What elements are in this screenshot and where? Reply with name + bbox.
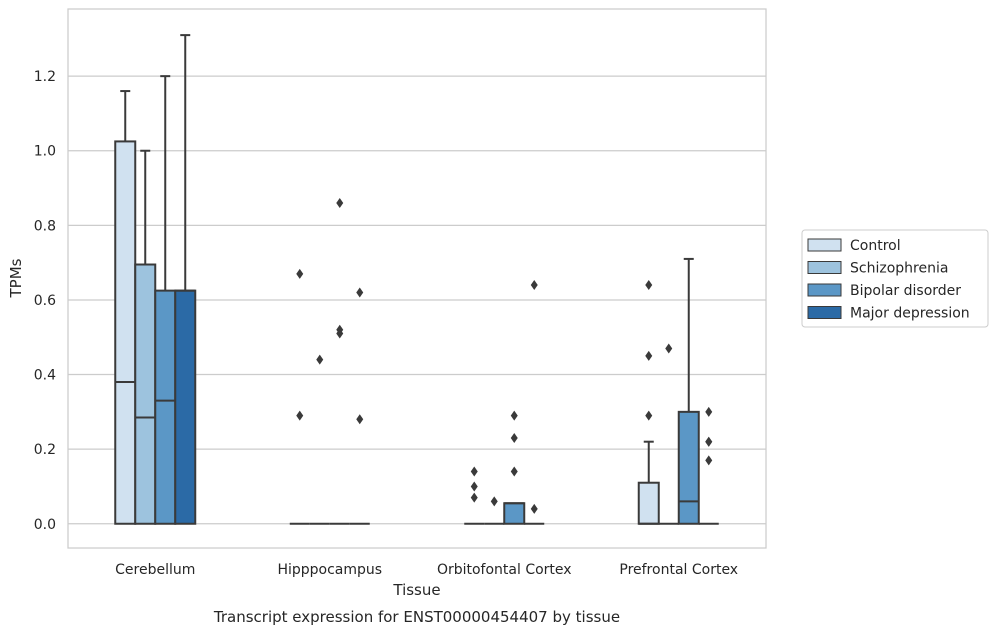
box-bipolar-disorder — [154, 75, 177, 525]
x-tick-label: Prefrontal Cortex — [619, 562, 738, 578]
legend-frame — [801, 229, 989, 328]
outlier-point — [336, 197, 344, 208]
legend-label: Control — [850, 238, 901, 254]
outlier-point — [470, 481, 478, 492]
box-body — [114, 140, 137, 525]
x-tick-label: Hipppocampus — [277, 562, 382, 578]
outlier-point — [316, 354, 324, 365]
x-tick-label: Cerebellum — [115, 562, 195, 578]
legend-label: Schizophrenia — [850, 261, 948, 277]
box-body — [503, 502, 526, 525]
box-schizophrenia — [134, 149, 157, 525]
y-tick-label: 1.0 — [34, 144, 56, 160]
outlier-point — [705, 436, 713, 447]
box-bipolar-disorder — [503, 502, 526, 525]
outlier-point — [530, 280, 538, 291]
outlier-point — [645, 350, 653, 361]
outlier-point — [356, 414, 364, 425]
box-body — [154, 289, 177, 525]
legend-swatch — [807, 238, 842, 252]
box-bipolar-disorder — [677, 257, 700, 525]
legend-label: Major depression — [850, 306, 970, 322]
box-body — [677, 410, 700, 525]
y-axis-title: TPMs — [7, 258, 25, 298]
outlier-point — [470, 492, 478, 503]
outlier-point — [645, 410, 653, 421]
outlier-point — [510, 410, 518, 421]
legend: Control Schizophrenia Bipolar disorder Majo… — [801, 229, 989, 328]
outlier-point — [705, 406, 713, 417]
outlier-point — [530, 503, 538, 514]
x-tick-labels: Cerebellum Hipppocampus Orbitofontal Corte… — [115, 562, 738, 578]
outlier-point — [296, 268, 304, 279]
legend-swatch — [807, 261, 842, 274]
x-tick-label: Orbitofontal Cortex — [437, 562, 572, 578]
outlier-point — [356, 287, 364, 298]
outlier-point — [510, 466, 518, 477]
legend-swatch — [807, 283, 842, 297]
y-tick-label: 0.6 — [34, 293, 56, 309]
outlier-point — [645, 280, 653, 291]
outliers-layer — [296, 197, 713, 514]
y-tick-label: 0.0 — [34, 517, 56, 533]
boxes-layer — [114, 34, 719, 525]
outlier-point — [510, 432, 518, 443]
box-major-depression — [174, 34, 197, 525]
y-tick-labels: 0.0 0.2 0.4 0.6 0.8 1.0 1.2 — [34, 69, 56, 533]
legend-swatch — [807, 306, 842, 319]
outlier-point — [470, 466, 478, 477]
y-tick-label: 0.8 — [34, 218, 56, 234]
box-body — [134, 263, 157, 525]
y-tick-label: 1.2 — [34, 69, 56, 85]
y-tick-label: 0.4 — [34, 368, 56, 384]
outlier-point — [336, 324, 344, 335]
outlier-point — [296, 410, 304, 421]
legend-label: Bipolar disorder — [850, 283, 961, 299]
outlier-point — [705, 455, 713, 466]
outlier-point — [490, 496, 498, 507]
outlier-point — [665, 343, 673, 354]
box-control — [637, 440, 660, 525]
chart-caption: Transcript expression for ENST0000045440… — [213, 608, 620, 626]
y-tick-label: 0.2 — [34, 442, 56, 458]
x-axis-title: Tissue — [392, 581, 440, 599]
box-body — [637, 481, 660, 525]
box-control — [114, 90, 137, 525]
box-body — [174, 289, 197, 525]
plot-frame — [67, 8, 767, 549]
